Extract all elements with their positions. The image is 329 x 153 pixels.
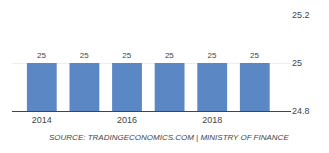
svg-text:2016: 2016 [117,115,137,125]
svg-text:25: 25 [165,51,174,60]
svg-text:25: 25 [207,51,216,60]
svg-text:25: 25 [292,58,302,68]
svg-text:2014: 2014 [32,115,52,125]
svg-text:25: 25 [80,51,89,60]
svg-text:25: 25 [122,51,131,60]
svg-text:2018: 2018 [202,115,222,125]
svg-text:25.2: 25.2 [292,10,310,20]
svg-text:SOURCE: TRADINGECONOMICS.COM |: SOURCE: TRADINGECONOMICS.COM | MINISTRY … [49,133,289,142]
svg-text:25: 25 [37,51,46,60]
svg-text:25: 25 [250,51,259,60]
svg-text:24.8: 24.8 [292,106,310,116]
